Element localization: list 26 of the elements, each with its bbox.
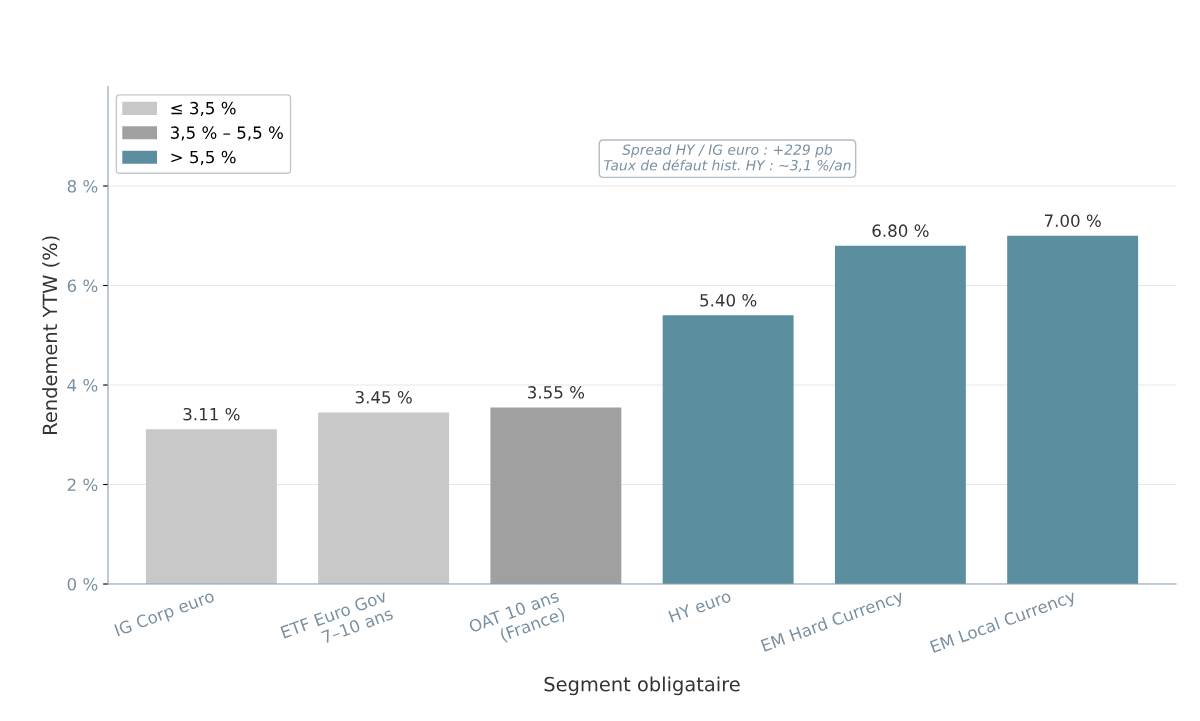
- bar: [834, 245, 966, 585]
- y-tick-label: 6 %: [67, 279, 98, 293]
- x-tick-label: ETF Euro Gov 7–10 ans: [280, 589, 394, 644]
- data-label: 5.40 %: [700, 293, 757, 307]
- y-axis-title: Rendement YTW (%): [42, 236, 60, 434]
- data-label: 7.00 %: [1044, 214, 1101, 227]
- y-tick-label: 8 %: [67, 179, 98, 193]
- legend-label: ≤ 3,5 %: [171, 101, 236, 117]
- x-axis-title: Segment obligataire: [544, 676, 740, 696]
- legend-label: 3,5 % – 5,5 %: [170, 126, 283, 141]
- bar: [318, 412, 450, 585]
- data-label: 3.45 %: [355, 390, 412, 404]
- annotation: Spread HY / IG euro : +229 pb Taux de défaut hist. HY : ~3,1 %/an: [603, 144, 851, 172]
- data-label: 3.55 %: [528, 386, 585, 399]
- x-tick-label: HY euro: [668, 589, 732, 623]
- y-tick-label: 4 %: [67, 378, 98, 392]
- x-tick-label: IG Corp euro: [114, 589, 217, 640]
- data-label: 3.11 %: [183, 407, 240, 421]
- bar: [1007, 235, 1139, 585]
- data-label: 6.80 %: [872, 224, 929, 237]
- y-tick-label: 0 %: [67, 577, 98, 591]
- bar: [662, 315, 794, 585]
- y-tick-label: 2 %: [67, 478, 98, 492]
- legend-label: > 5,5 %: [171, 150, 236, 166]
- bar: [490, 407, 622, 585]
- bar: [145, 429, 277, 585]
